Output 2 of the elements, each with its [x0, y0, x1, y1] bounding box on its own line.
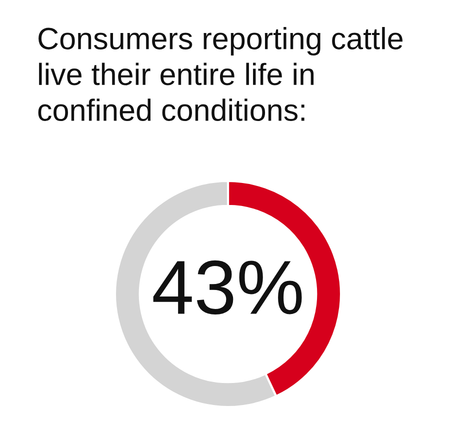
data-label: 43% — [153, 260, 302, 315]
chart-title: Consumers reporting cattle live their entire life in confined conditions: — [38, 27, 402, 122]
